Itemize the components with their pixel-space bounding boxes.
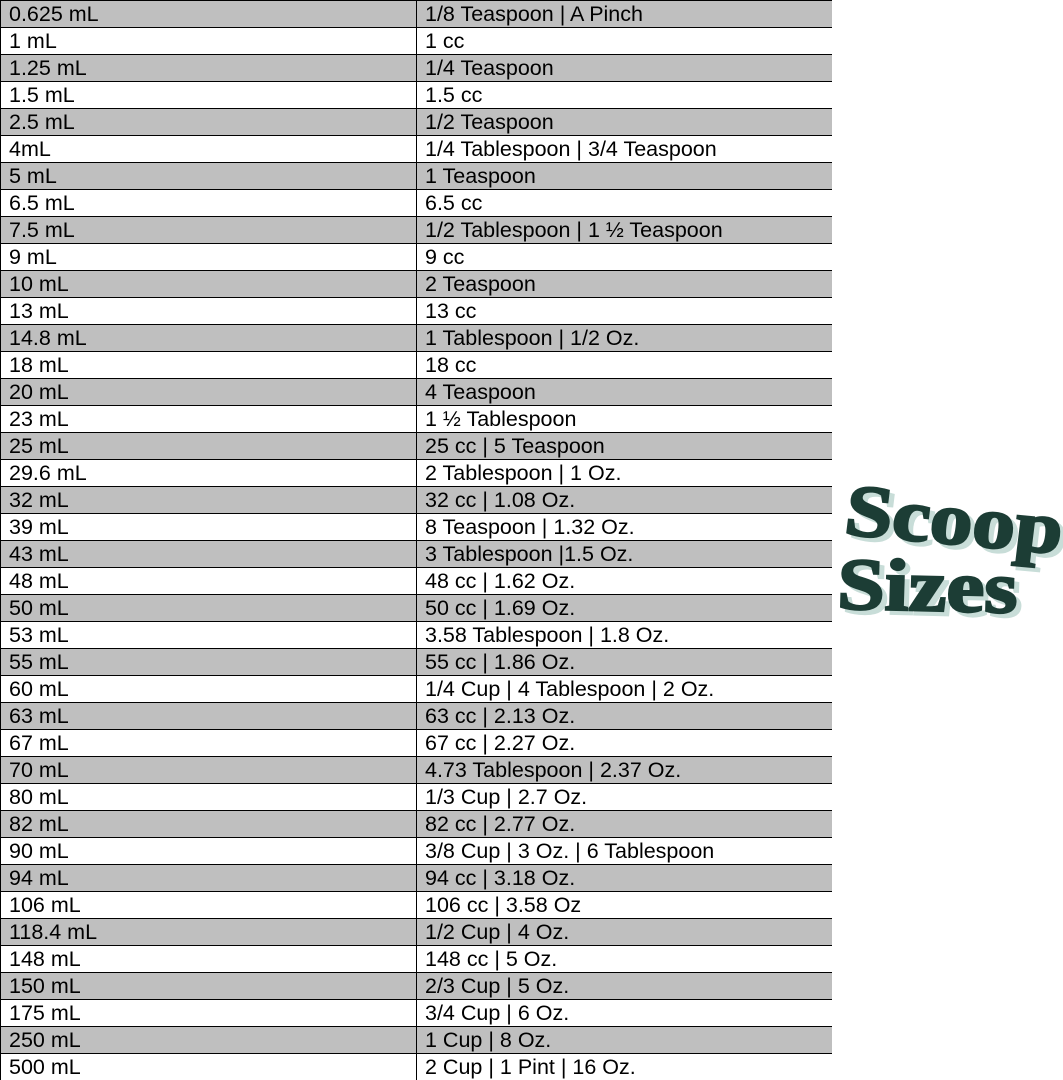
svg-text:Sizes: Sizes xyxy=(838,544,1019,620)
